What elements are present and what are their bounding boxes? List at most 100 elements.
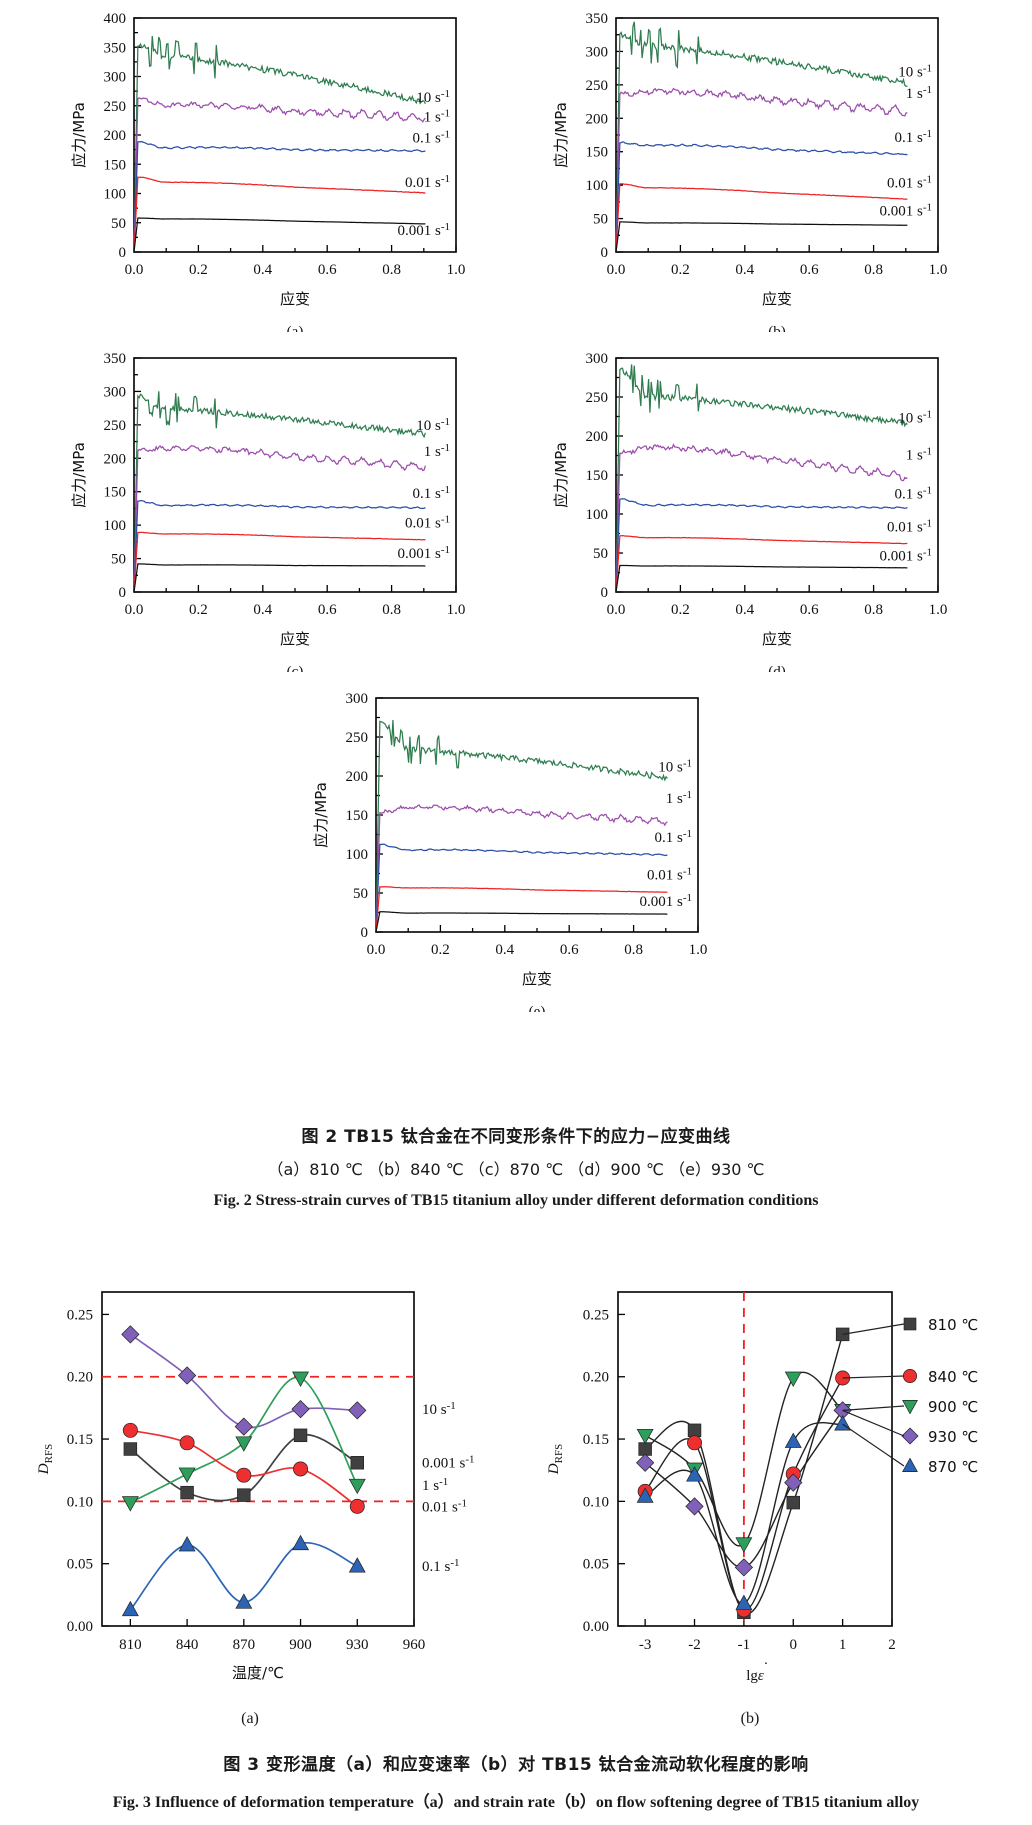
svg-text:0: 0	[601, 245, 609, 261]
svg-text:200: 200	[104, 451, 127, 467]
svg-text:0.01 s-1: 0.01 s-1	[422, 1497, 467, 1515]
svg-text:应变: 应变	[522, 970, 552, 988]
svg-text:100: 100	[586, 507, 609, 523]
svg-text:0.01 s-1: 0.01 s-1	[405, 173, 450, 191]
svg-text:应力/MPa: 应力/MPa	[70, 102, 88, 168]
fig3-caption-zh: 图 3 变形温度（a）和应变速率（b）对 TB15 钛合金流动软化程度的影响	[223, 1755, 809, 1775]
svg-text:810 ℃: 810 ℃	[928, 1316, 978, 1334]
svg-text:150: 150	[104, 485, 127, 501]
svg-text:150: 150	[586, 468, 609, 484]
svg-text:0.4: 0.4	[735, 602, 754, 618]
svg-text:0.6: 0.6	[560, 942, 579, 958]
svg-text:0: 0	[361, 925, 369, 941]
svg-text:150: 150	[586, 145, 609, 161]
svg-text:0.8: 0.8	[864, 262, 883, 278]
svg-text:250: 250	[104, 418, 127, 434]
svg-text:100: 100	[104, 187, 127, 203]
svg-text:0.15: 0.15	[67, 1432, 93, 1448]
svg-text:(d): (d)	[768, 664, 786, 672]
svg-text:1 s-1: 1 s-1	[906, 446, 932, 464]
fig3-panel-a-sublabel: (a)	[241, 1710, 259, 1727]
svg-text:400: 400	[104, 11, 127, 27]
svg-text:150: 150	[104, 157, 127, 173]
fig3-panel-a: 0.00 0.05 0.10 0.15 0.20 0.25 810 840 870 900 930 9…	[14, 1278, 500, 1708]
svg-text:0.001 s-1: 0.001 s-1	[422, 1454, 475, 1472]
svg-text:0.8: 0.8	[864, 602, 883, 618]
svg-text:1: 1	[839, 1637, 847, 1653]
svg-text:0.0: 0.0	[607, 602, 626, 618]
svg-text:1.0: 1.0	[929, 262, 948, 278]
svg-text:300: 300	[104, 70, 127, 86]
svg-text:100: 100	[586, 178, 609, 194]
svg-text:0.4: 0.4	[253, 262, 272, 278]
svg-text:0.00: 0.00	[67, 1619, 93, 1635]
svg-text:DRFS: DRFS	[36, 1444, 55, 1475]
svg-text:0.01 s-1: 0.01 s-1	[405, 513, 450, 531]
fig2-caption-en: Fig. 2 Stress-strain curves of TB15 tita…	[213, 1192, 819, 1209]
svg-text:0.2: 0.2	[189, 602, 208, 618]
fig3-caption-en: Fig. 3 Influence of deformation temperat…	[112, 1794, 920, 1811]
svg-text:1.0: 1.0	[447, 262, 466, 278]
svg-text:150: 150	[346, 808, 369, 824]
svg-text:应变: 应变	[762, 630, 792, 648]
svg-text:(a): (a)	[287, 324, 304, 332]
svg-text:0.8: 0.8	[382, 262, 401, 278]
fig3-panel-b-sublabel: (b)	[740, 1710, 760, 1727]
svg-text:0.20: 0.20	[67, 1370, 93, 1386]
svg-text:0.6: 0.6	[800, 262, 819, 278]
svg-text:870 ℃: 870 ℃	[928, 1458, 978, 1476]
svg-text:lgε: lgε	[746, 1668, 764, 1684]
svg-text:(c): (c)	[287, 664, 304, 672]
svg-text:0.001 s-1: 0.001 s-1	[639, 892, 692, 910]
svg-text:250: 250	[346, 730, 369, 746]
svg-text:1 s-1: 1 s-1	[906, 84, 932, 102]
svg-text:1.0: 1.0	[689, 942, 708, 958]
svg-text:0.0: 0.0	[367, 942, 386, 958]
svg-text:·: ·	[764, 1657, 769, 1672]
svg-text:840: 840	[176, 1637, 199, 1653]
svg-text:250: 250	[104, 99, 127, 115]
svg-text:应变: 应变	[762, 290, 792, 308]
svg-text:200: 200	[104, 128, 127, 144]
fig2-panel-a: 0 50 100 150 200 250 300 350 400 0.0 0.2 0.4 0.6 0.8 1…	[58, 2, 478, 332]
svg-text:0.1 s-1: 0.1 s-1	[654, 828, 692, 846]
svg-text:350: 350	[104, 40, 127, 56]
fig2-panel-e: 0 50 100 150 200 250 300 0.0 0.2 0.4 0.6 0.8 1.0 应力/M…	[300, 682, 720, 1012]
svg-text:0.25: 0.25	[583, 1307, 609, 1323]
svg-text:应力/MPa: 应力/MPa	[312, 782, 330, 848]
svg-text:温度/℃: 温度/℃	[232, 1664, 284, 1682]
svg-text:250: 250	[586, 78, 609, 94]
svg-text:50: 50	[111, 552, 126, 568]
svg-text:0.4: 0.4	[735, 262, 754, 278]
svg-text:930: 930	[346, 1637, 369, 1653]
svg-text:0: 0	[601, 585, 609, 601]
svg-text:1.0: 1.0	[929, 602, 948, 618]
svg-text:0.25: 0.25	[67, 1307, 93, 1323]
svg-text:0.10: 0.10	[583, 1494, 609, 1510]
svg-text:0.01 s-1: 0.01 s-1	[887, 517, 932, 535]
svg-text:300: 300	[104, 384, 127, 400]
svg-text:300: 300	[586, 44, 609, 60]
fig2-caption-zh: 图 2 TB15 钛合金在不同变形条件下的应力−应变曲线	[301, 1127, 731, 1147]
svg-text:1.0: 1.0	[447, 602, 466, 618]
svg-text:0: 0	[790, 1637, 798, 1653]
svg-text:-3: -3	[639, 1637, 652, 1653]
svg-text:0.1 s-1: 0.1 s-1	[894, 128, 932, 146]
svg-text:10 s-1: 10 s-1	[416, 416, 450, 434]
svg-text:1 s-1: 1 s-1	[422, 1476, 448, 1494]
svg-text:1 s-1: 1 s-1	[424, 107, 450, 125]
fig2-panel-c: 0 50 100 150 200 250 300 350 0.0 0.2 0.4 0.6 0.8 1.0 应…	[58, 342, 478, 672]
svg-text:应变: 应变	[280, 630, 310, 648]
svg-text:0.1 s-1: 0.1 s-1	[422, 1557, 460, 1575]
svg-text:(e): (e)	[529, 1004, 546, 1012]
svg-text:350: 350	[586, 11, 609, 27]
svg-text:应力/MPa: 应力/MPa	[552, 442, 570, 508]
fig2-panel-d: 0 50 100 150 200 250 300 0.0 0.2 0.4 0.6 0.8 1.0 应力/M…	[540, 342, 960, 672]
svg-text:0.20: 0.20	[583, 1370, 609, 1386]
svg-text:0.15: 0.15	[583, 1432, 609, 1448]
svg-text:0.1 s-1: 0.1 s-1	[894, 485, 932, 503]
svg-text:0.01 s-1: 0.01 s-1	[647, 865, 692, 883]
svg-text:应力/MPa: 应力/MPa	[70, 442, 88, 508]
svg-text:0.05: 0.05	[67, 1557, 93, 1573]
svg-text:200: 200	[346, 769, 369, 785]
